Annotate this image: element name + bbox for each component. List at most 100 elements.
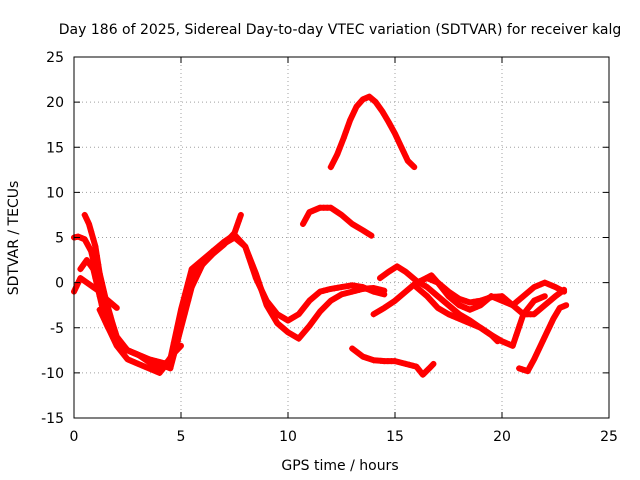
data-point-marker [105,305,112,312]
data-point-marker [304,213,311,220]
data-point-marker [327,164,334,171]
data-point-marker [327,297,334,304]
data-point-marker [349,345,356,352]
data-point-marker [416,287,423,294]
data-point-marker [459,317,466,324]
data-point-marker [206,252,213,259]
data-point-marker [117,347,124,354]
data-point-marker [345,282,352,289]
data-point-marker [334,293,341,300]
data-point-marker [288,331,295,338]
data-point-marker [340,135,347,142]
data-point-marker [317,308,324,315]
data-point-marker [370,311,377,318]
data-point-marker [356,350,363,357]
data-point-marker [96,306,103,313]
data-point-marker [100,288,107,295]
data-point-marker [306,297,313,304]
data-point-marker [545,299,552,306]
data-point-marker [374,285,381,292]
data-point-marker [327,204,334,211]
x-tick-label: 25 [600,429,618,445]
data-point-marker [170,351,177,358]
data-point-marker [107,312,114,319]
data-point-marker [274,320,281,327]
data-point-marker [256,281,263,288]
data-point-marker [299,331,306,338]
data-point-marker [313,291,320,298]
data-point-marker [145,356,152,363]
data-point-marker [456,315,463,322]
data-point-marker [102,318,109,325]
data-point-marker [389,126,396,133]
data-point-marker [156,369,163,376]
data-point-marker [441,299,448,306]
data-point-marker [392,130,398,137]
data-point-marker [398,144,405,151]
data-point-marker [342,290,349,297]
data-point-marker [135,351,142,358]
data-point-marker [541,302,548,309]
data-point-marker [110,324,117,331]
data-point-marker [105,324,112,331]
data-point-marker [181,311,188,318]
data-point-marker [527,287,534,294]
data-point-marker [474,298,481,305]
series-markers-track-8 [349,345,436,378]
data-point-marker [149,357,156,364]
data-point-marker [449,312,456,319]
data-point-marker [217,243,224,250]
series-markers-track-11 [419,272,565,318]
data-point-marker [523,290,530,297]
data-point-marker [548,320,555,327]
data-point-marker [342,214,349,221]
data-point-marker [531,297,538,304]
data-point-marker [306,322,313,329]
data-point-marker [185,297,192,304]
data-point-marker [320,304,327,311]
y-tick-label: 0 [55,276,64,292]
data-point-marker [521,367,528,374]
data-point-marker [349,288,356,295]
data-point-marker [452,308,459,315]
data-point-marker [434,279,441,286]
data-point-marker [90,266,97,273]
data-point-marker [541,279,548,286]
data-point-marker [459,303,466,310]
data-point-marker [537,342,544,349]
data-point-marker [402,268,409,275]
data-point-marker [554,308,561,315]
data-point-marker [516,321,523,328]
data-point-marker [516,365,523,372]
data-point-marker [349,112,356,119]
data-point-marker [83,257,90,264]
data-point-marker [342,283,349,290]
data-point-marker [302,217,309,224]
data-point-marker [277,323,284,330]
data-point-marker [356,225,363,232]
data-point-marker [149,366,156,373]
data-point-marker [267,308,274,315]
y-axis-label: SDTVAR / TECUs [6,181,22,296]
data-point-marker [477,297,484,304]
data-point-marker [416,279,423,286]
data-point-marker [238,240,245,247]
y-tick-label: 15 [46,140,64,156]
data-point-marker [113,338,120,345]
data-point-marker [377,286,384,293]
series-line-track-2 [71,233,184,367]
data-point-marker [474,303,481,310]
x-tick-label: 20 [493,429,511,445]
data-point-marker [449,291,456,298]
data-point-marker [84,217,91,224]
data-point-marker [396,139,403,146]
data-point-marker [538,294,545,301]
data-point-marker [309,318,316,325]
data-point-marker [98,279,105,286]
data-point-marker [153,359,160,366]
data-point-marker [539,338,546,345]
data-point-marker [409,274,416,281]
data-point-marker [531,356,538,363]
data-point-marker [324,301,331,308]
